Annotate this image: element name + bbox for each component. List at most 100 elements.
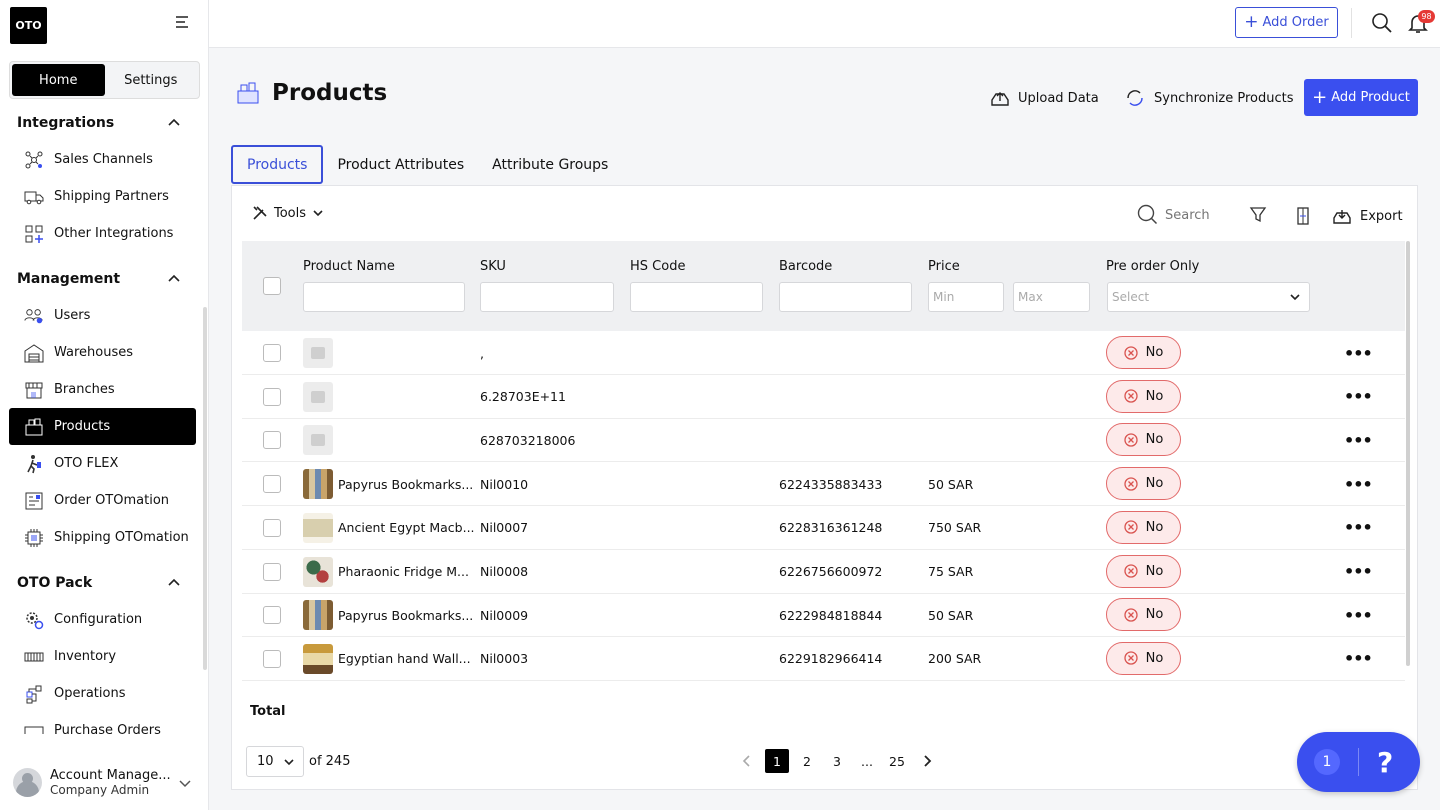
- row-actions-more-icon[interactable]: •••: [1344, 605, 1373, 625]
- sidebar-item-users[interactable]: Users: [9, 297, 196, 334]
- pre-order-select[interactable]: Select: [1107, 282, 1310, 312]
- sidebar-item-shipping-partners[interactable]: Shipping Partners: [9, 178, 196, 215]
- order-automation-icon: [24, 491, 44, 511]
- price-max-filter[interactable]: [1013, 282, 1090, 312]
- sidebar-item-oto-flex[interactable]: OTO FLEX: [9, 445, 196, 482]
- notification-badge: 98: [1418, 10, 1435, 23]
- sidebar-item-warehouses[interactable]: Warehouses: [9, 334, 196, 371]
- table-row[interactable]: 628703218006 No •••: [242, 418, 1405, 463]
- hs-code-filter[interactable]: [630, 282, 763, 312]
- row-actions-more-icon[interactable]: •••: [1344, 343, 1373, 363]
- account-menu[interactable]: Account Manage... Company Admin: [0, 760, 209, 805]
- section-integrations[interactable]: Integrations: [0, 104, 209, 141]
- sidebar-item-inventory[interactable]: Inventory: [9, 638, 196, 675]
- product-name-filter[interactable]: [303, 282, 465, 312]
- prev-page-button[interactable]: [735, 749, 759, 773]
- add-order-button[interactable]: + Add Order: [1235, 7, 1338, 38]
- truck-icon: [24, 187, 44, 207]
- product-name-cell[interactable]: Egyptian hand Wall...: [338, 651, 471, 667]
- sidebar-item-sales-channels[interactable]: Sales Channels: [9, 141, 196, 178]
- oto-logo[interactable]: OTO: [10, 7, 47, 44]
- sidebar-item-operations[interactable]: Operations: [9, 675, 196, 712]
- sku-cell: 6.28703E+11: [480, 389, 566, 405]
- upload-data-button[interactable]: Upload Data: [990, 80, 1099, 116]
- table-row[interactable]: Egyptian hand Wall... Nil0003 622918296641…: [242, 637, 1405, 681]
- table-row[interactable]: 6.28703E+11 No •••: [242, 375, 1405, 419]
- table-row[interactable]: , No •••: [242, 331, 1405, 375]
- row-checkbox[interactable]: [263, 649, 281, 668]
- row-actions-more-icon[interactable]: •••: [1344, 387, 1373, 407]
- sidebar-item-products[interactable]: Products: [9, 408, 196, 445]
- page-button-2[interactable]: 2: [803, 753, 811, 769]
- row-checkbox[interactable]: [263, 344, 281, 362]
- barcode-cell: 6228316361248: [779, 520, 883, 536]
- row-checkbox[interactable]: [263, 387, 281, 406]
- walker-icon: [24, 454, 44, 474]
- table-row[interactable]: Papyrus Bookmarks... Nil0009 6222984818844…: [242, 593, 1405, 638]
- product-name-cell[interactable]: Papyrus Bookmarks...: [338, 476, 474, 492]
- page-button-1[interactable]: 1: [765, 749, 789, 773]
- filter-icon[interactable]: [1249, 206, 1267, 224]
- sidebar-item-shipping-otomation[interactable]: Shipping OTOmation: [9, 519, 196, 556]
- row-checkbox[interactable]: [263, 606, 281, 625]
- product-name-cell[interactable]: Papyrus Bookmarks...: [338, 607, 474, 623]
- tab-attribute-groups[interactable]: Attribute Groups: [492, 156, 609, 173]
- table-row[interactable]: Papyrus Bookmarks... Nil0010 6224335883433…: [242, 462, 1405, 507]
- help-widget[interactable]: 1 ?: [1297, 732, 1420, 792]
- row-checkbox[interactable]: [263, 562, 281, 581]
- pre-order-status-label: No: [1145, 388, 1164, 404]
- settings-tab[interactable]: Settings: [124, 72, 178, 88]
- row-actions-more-icon[interactable]: •••: [1344, 562, 1373, 581]
- page-button-3[interactable]: 3: [833, 753, 841, 769]
- row-actions-more-icon[interactable]: •••: [1344, 430, 1373, 450]
- row-actions-more-icon[interactable]: •••: [1344, 649, 1373, 669]
- search-input[interactable]: [1165, 207, 1245, 223]
- pre-order-status-badge: No: [1106, 467, 1181, 501]
- product-name-cell[interactable]: [338, 331, 476, 375]
- sidebar-item-other-integrations[interactable]: Other Integrations: [9, 215, 196, 252]
- row-checkbox[interactable]: [263, 518, 281, 537]
- next-page-button[interactable]: [915, 749, 939, 773]
- product-name-cell[interactable]: Pharaonic Fridge M...: [338, 564, 469, 579]
- row-actions-more-icon[interactable]: •••: [1344, 474, 1373, 494]
- product-name-cell[interactable]: [338, 418, 476, 462]
- section-management[interactable]: Management: [0, 260, 209, 297]
- columns-icon[interactable]: [1295, 206, 1311, 226]
- row-checkbox[interactable]: [263, 431, 281, 450]
- sidebar-item-purchase-orders[interactable]: Purchase Orders: [9, 712, 196, 734]
- chevron-up-icon: [168, 118, 180, 126]
- sku-filter[interactable]: [480, 282, 614, 312]
- page-size-select[interactable]: 10: [246, 746, 304, 777]
- search-icon[interactable]: [1371, 12, 1393, 34]
- product-name-cell[interactable]: Ancient Egypt Macb...: [338, 520, 475, 536]
- account-name: Account Manage...: [50, 767, 171, 783]
- total-label: Total: [250, 704, 286, 719]
- menu-collapse-icon[interactable]: [174, 14, 190, 30]
- row-checkbox[interactable]: [263, 475, 281, 494]
- row-actions-more-icon[interactable]: •••: [1344, 518, 1373, 538]
- barcode-filter[interactable]: [779, 282, 912, 312]
- page-button-25[interactable]: 25: [889, 753, 905, 769]
- sidebar-item-order-otomation[interactable]: Order OTOmation: [9, 482, 196, 519]
- product-name-cell[interactable]: [338, 375, 476, 419]
- table-row[interactable]: Ancient Egypt Macb... Nil0007 622831636124…: [242, 506, 1405, 550]
- price-min-filter[interactable]: [928, 282, 1004, 312]
- synchronize-products-button[interactable]: Synchronize Products: [1124, 80, 1294, 116]
- tab-products[interactable]: Products: [231, 145, 324, 184]
- section-oto-pack[interactable]: OTO Pack: [0, 564, 209, 601]
- avatar: [13, 768, 42, 797]
- select-all-checkbox[interactable]: [263, 277, 281, 295]
- table-scrollbar[interactable]: [1406, 241, 1410, 666]
- sidebar-item-configuration[interactable]: Configuration: [9, 601, 196, 638]
- add-product-button[interactable]: + Add Product: [1304, 79, 1418, 116]
- sku-cell: 628703218006: [480, 432, 576, 448]
- total-count: of 245: [309, 754, 351, 769]
- sidebar-item-branches[interactable]: Branches: [9, 371, 196, 408]
- export-button[interactable]: Export: [1332, 206, 1403, 226]
- tools-dropdown[interactable]: Tools: [252, 205, 324, 221]
- sidebar-scrollbar[interactable]: [203, 307, 207, 670]
- home-tab[interactable]: Home: [12, 64, 105, 96]
- table-row[interactable]: Pharaonic Fridge M... Nil0008 622675660097…: [242, 550, 1405, 594]
- sidebar-item-label: Purchase Orders: [54, 723, 161, 734]
- tab-product-attributes[interactable]: Product Attributes: [337, 156, 465, 173]
